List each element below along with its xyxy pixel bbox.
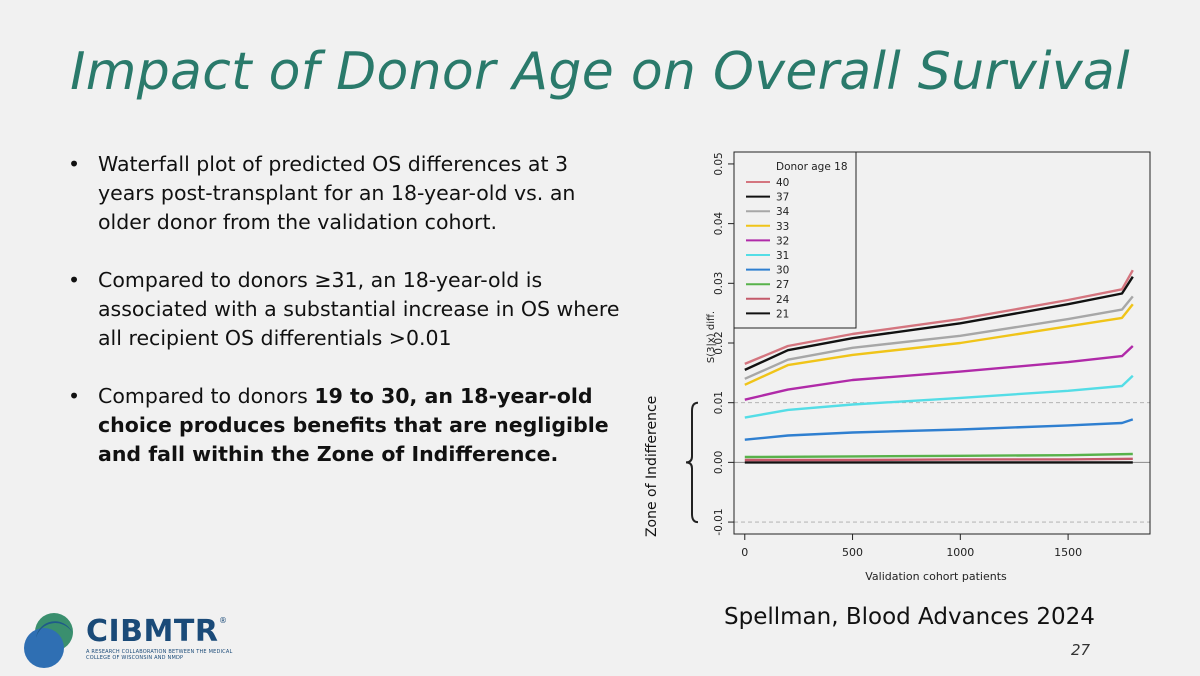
citation: Spellman, Blood Advances 2024 — [724, 604, 1095, 630]
bullet-item: • Compared to donors 19 to 30, an 18-yea… — [68, 382, 628, 469]
y-tick-label: 0.05 — [713, 152, 725, 175]
y-tick-label: 0.00 — [713, 451, 725, 474]
bullet-text-1: Waterfall plot of predicted OS differenc… — [98, 152, 576, 234]
legend-label: 31 — [776, 250, 789, 262]
zone-label: Zone of Indifference — [644, 396, 660, 537]
logo-overlap — [36, 621, 72, 638]
x-axis-label: Validation cohort patients — [865, 570, 1007, 583]
y-tick-label: 0.01 — [713, 391, 725, 414]
waterfall-chart: -0.01 0.00 0.01 0.02 0.03 0.04 0.05 0 500 1000 150… — [644, 151, 1151, 583]
bullet-glyph: • — [68, 268, 81, 292]
y-tick-label: 0.03 — [713, 272, 725, 295]
bullet-item: • Compared to donors ≥31, an 18-year-old… — [68, 266, 628, 353]
legend-title: Donor age 18 — [776, 161, 848, 173]
y-axis-label: S(3|x) diff. — [706, 311, 717, 363]
series-line-34 — [744, 295, 1134, 380]
series-line-37 — [744, 276, 1134, 371]
legend-label: 34 — [776, 206, 790, 218]
logo-registered-mark: ® — [219, 616, 227, 625]
bullet-text-2: Compared to donors ≥31, an 18-year-old i… — [98, 268, 620, 350]
y-tick-label: -0.01 — [713, 508, 725, 535]
zone-bracket — [685, 401, 699, 524]
legend-label: 21 — [776, 308, 789, 320]
legend-label: 27 — [776, 279, 789, 291]
series-line-40 — [744, 269, 1134, 366]
legend-label: 33 — [776, 221, 789, 233]
bullet-text-3-normal: Compared to donors — [98, 384, 315, 408]
legend-label: 30 — [776, 265, 789, 277]
x-tick-label: 500 — [842, 546, 863, 559]
legend-label: 24 — [776, 294, 790, 306]
series-line-24 — [744, 457, 1133, 462]
page-number: 27 — [1071, 641, 1091, 659]
bullet-glyph: • — [68, 152, 81, 176]
slide-title: Impact of Donor Age on Overall Survival — [70, 42, 1130, 102]
y-tick-label: 0.02 — [713, 331, 725, 354]
bullet-glyph: • — [68, 384, 81, 408]
bullet-text-3-bold: 19 to 30, an 18-year-old choice produces… — [98, 384, 609, 466]
legend-label: 37 — [776, 192, 789, 204]
x-tick-label: 1500 — [1054, 546, 1082, 559]
cibmtr-logo-icon — [24, 613, 73, 668]
series-line-27 — [744, 452, 1133, 459]
x-tick-label: 0 — [741, 546, 748, 559]
logo-subtitle: A RESEARCH COLLABORATION BETWEEN THE MED… — [86, 649, 233, 661]
x-tick-label: 1000 — [946, 546, 974, 559]
series-line-33 — [744, 303, 1134, 386]
bullet-list: • Waterfall plot of predicted OS differe… — [68, 150, 628, 498]
series-line-32 — [744, 345, 1134, 401]
bullet-item: • Waterfall plot of predicted OS differe… — [68, 150, 628, 237]
bullet-text-3: Compared to donors 19 to 30, an 18-year-… — [98, 382, 628, 469]
y-tick-label: 0.04 — [713, 212, 725, 236]
series-line-31 — [744, 374, 1134, 419]
legend-label: 40 — [776, 177, 789, 189]
series-line-30 — [744, 418, 1134, 441]
logo-wordmark: CIBMTR — [86, 614, 219, 649]
logo-blue-circle — [24, 628, 64, 668]
legend-label: 32 — [776, 235, 789, 247]
